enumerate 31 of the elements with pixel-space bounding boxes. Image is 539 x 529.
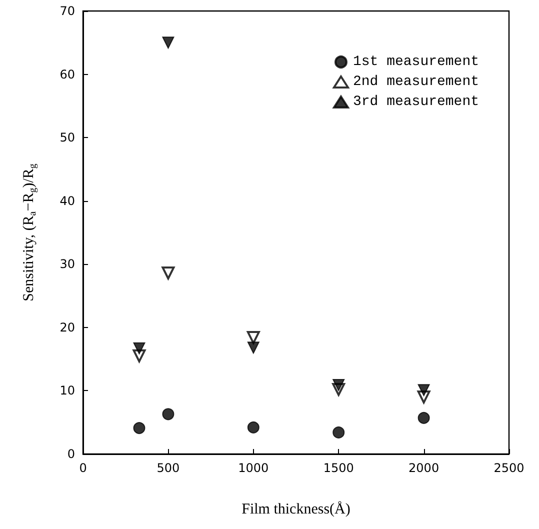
y-axis-title: Sensitivity, (Ra−Rg)/Rg xyxy=(21,164,38,302)
y-tick-label: 20 xyxy=(60,320,75,334)
y-tick-label: 70 xyxy=(60,4,75,18)
y-tick-label: 0 xyxy=(67,447,75,461)
x-tick-label: 1000 xyxy=(238,461,269,475)
point xyxy=(162,408,174,420)
y-tick-label: 40 xyxy=(60,194,75,208)
point xyxy=(247,342,260,354)
x-tick-label: 2500 xyxy=(494,461,524,475)
x-tick-label: 1500 xyxy=(323,461,354,475)
point xyxy=(418,384,430,396)
y-tick-label: 30 xyxy=(60,257,75,272)
point xyxy=(246,331,260,344)
x-tick-label: 2000 xyxy=(408,461,440,475)
point xyxy=(418,412,430,424)
y-tick-label: 50 xyxy=(60,130,75,145)
point xyxy=(162,36,174,49)
y-tick-label: 10 xyxy=(60,384,75,398)
x-tick-label: 500 xyxy=(156,461,180,475)
legend-label: 1st measurement xyxy=(352,54,480,70)
legend-label: 3rd measurement xyxy=(352,94,480,110)
y-tick-label: 60 xyxy=(60,67,75,82)
legend-label: 2nd measurement xyxy=(352,74,480,90)
x-axis-title: Film thickness(Å) xyxy=(242,500,350,518)
point xyxy=(247,421,260,434)
point xyxy=(133,422,146,434)
point xyxy=(162,266,175,280)
point xyxy=(332,426,345,438)
x-tick-label: 0 xyxy=(79,461,87,475)
point xyxy=(133,342,146,354)
point xyxy=(332,379,345,392)
